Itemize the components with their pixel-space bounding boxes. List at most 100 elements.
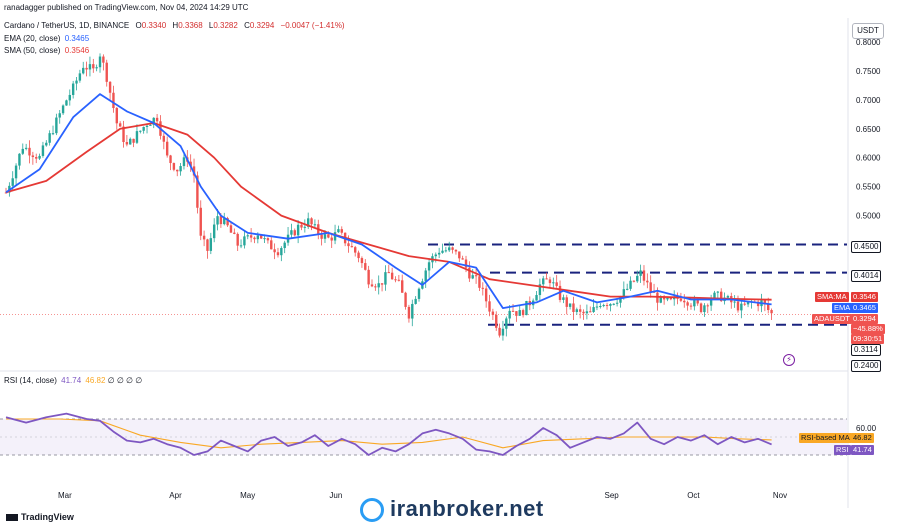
candle-body — [98, 56, 102, 68]
candle-body — [508, 310, 511, 319]
candle-body — [323, 234, 327, 239]
candle-body — [300, 224, 303, 228]
candle-body — [622, 289, 626, 297]
level-tag-4500: 0.4500 — [851, 241, 882, 253]
candle-body — [189, 161, 192, 167]
rsi-tag-label: RSI — [834, 445, 851, 455]
candle-body — [243, 236, 246, 246]
change-value: −0.0047 (−1.41%) — [280, 21, 345, 30]
sma-legend[interactable]: SMA (50, close) 0.3546 — [4, 46, 89, 55]
candle-body — [689, 305, 693, 307]
candle-body — [192, 166, 196, 176]
broker-logo-icon — [360, 498, 384, 523]
rsi-legend[interactable]: RSI (14, close) 41.74 46.82 ∅ ∅ ∅ ∅ — [4, 376, 142, 385]
candle-body — [609, 304, 612, 306]
candle-body — [320, 234, 323, 239]
candle-body — [424, 270, 427, 282]
candle-body — [693, 300, 696, 307]
candle-body — [155, 117, 159, 122]
candle-body — [182, 157, 186, 167]
candle-body — [461, 258, 464, 260]
candle-body — [293, 230, 296, 236]
rsi-value: 41.74 — [61, 376, 82, 385]
candle-body — [283, 242, 286, 249]
candle-body — [82, 67, 85, 74]
level-tag-2400: 0.2400 — [851, 360, 882, 372]
candle-body — [337, 229, 340, 233]
candle-body — [122, 126, 125, 143]
countdown-tag: 09:30:51 — [851, 334, 885, 344]
sma-tag-label: SMA:MA — [815, 292, 849, 302]
candle-body — [35, 157, 38, 159]
candle-body — [548, 279, 552, 284]
candle-body — [165, 141, 169, 156]
candle-body — [417, 288, 421, 299]
candle-body — [108, 81, 112, 93]
y-tick-label: 0.5500 — [856, 183, 881, 192]
ema-tag-value: 0.3465 — [851, 303, 878, 313]
candle-body — [212, 224, 216, 239]
candle-body — [280, 248, 283, 256]
candle-body — [562, 297, 565, 300]
x-tick-label: Jun — [329, 491, 342, 500]
candle-body — [481, 287, 485, 289]
candle-body — [441, 250, 444, 253]
candle-body — [256, 235, 260, 240]
y-tick-label: 0.6500 — [856, 125, 881, 134]
close-label: C — [244, 21, 250, 30]
candle-body — [135, 131, 139, 143]
y-tick-label: 0.8000 — [856, 38, 881, 47]
candle-body — [28, 147, 31, 156]
low-value: 0.3282 — [213, 21, 238, 30]
candle-body — [327, 234, 330, 238]
lightning-icon[interactable]: ⚡ — [783, 354, 795, 366]
candle-body — [629, 280, 632, 289]
candle-body — [511, 310, 515, 312]
sma-value: 0.3546 — [64, 46, 90, 55]
candle-body — [216, 216, 219, 225]
rsi-pane — [0, 412, 847, 456]
pair-tag-label: ADAUSDT — [812, 314, 852, 324]
price-pane — [0, 53, 847, 341]
candle-body — [360, 258, 364, 264]
candle-body — [209, 238, 213, 251]
candle-body — [407, 306, 411, 319]
currency-selector[interactable]: USDT — [852, 23, 884, 39]
candle-body — [118, 123, 122, 127]
candle-body — [592, 307, 595, 312]
candle-body — [306, 218, 310, 227]
candle-body — [736, 301, 740, 311]
tradingview-logo[interactable]: TradingView — [6, 512, 74, 522]
candle-body — [350, 246, 354, 248]
rsi-ma-tag-value: 46.82 — [851, 433, 874, 443]
watermark: iranbroker.net — [360, 496, 544, 523]
candle-body — [605, 305, 609, 307]
candle-body — [169, 155, 172, 164]
candle-body — [38, 155, 41, 159]
candle-body — [129, 138, 132, 145]
sma-tag-value: 0.3546 — [851, 292, 878, 302]
rsi-label: RSI (14, close) — [4, 376, 57, 385]
tradingview-icon — [6, 514, 18, 522]
candle-body — [92, 64, 95, 69]
candle-body — [142, 126, 145, 131]
candle-body — [394, 279, 397, 281]
sma-label: SMA (50, close) — [4, 46, 61, 55]
ema-legend[interactable]: EMA (20, close) 0.3465 — [4, 34, 89, 43]
candle-body — [21, 148, 24, 154]
candle-body — [303, 226, 307, 228]
candle-body — [659, 297, 662, 303]
candle-body — [290, 230, 293, 235]
candle-body — [149, 124, 152, 126]
candle-body — [397, 279, 401, 281]
level-tag-4014: 0.4014 — [851, 270, 882, 282]
candle-body — [380, 283, 384, 285]
candle-body — [542, 278, 545, 285]
rsi-ma-value: 46.82 — [85, 376, 106, 385]
candle-body — [340, 229, 343, 233]
symbol-legend[interactable]: Cardano / TetherUS, 1D, BINANCE O0.3340 … — [4, 21, 349, 30]
candle-body — [31, 155, 35, 158]
candle-body — [249, 235, 253, 238]
candle-body — [11, 178, 14, 186]
